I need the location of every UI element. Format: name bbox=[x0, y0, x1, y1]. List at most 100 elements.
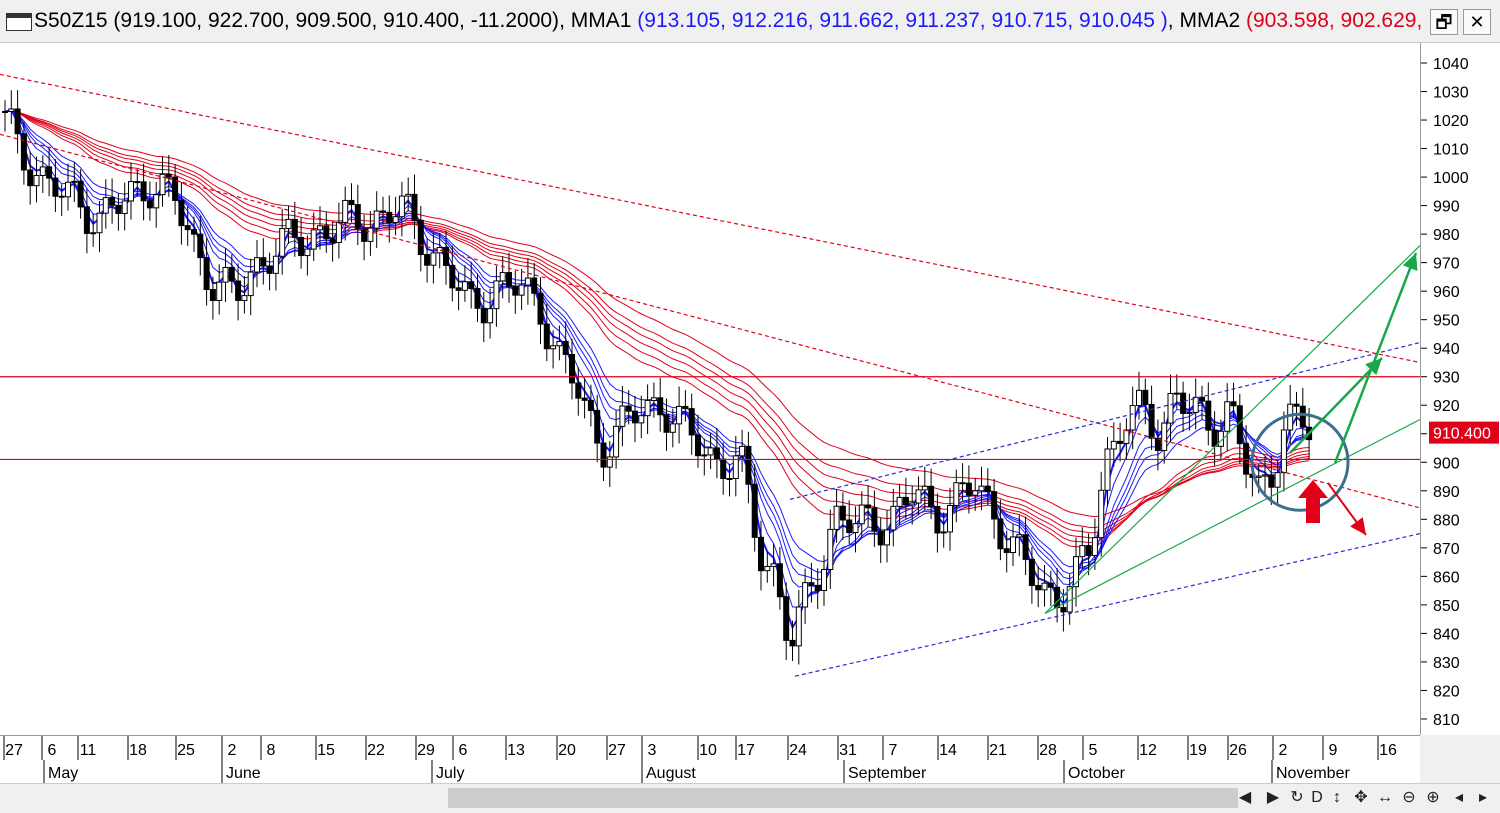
long-mma-line-2 bbox=[4, 110, 1310, 544]
scroll-thumb[interactable] bbox=[448, 788, 1238, 808]
candle-body bbox=[1161, 422, 1168, 451]
candle-body bbox=[121, 200, 128, 215]
price-axis-svg: 1040 1030 1020 1010 1000 990 980 970 960 950 940 93… bbox=[1421, 56, 1499, 729]
candle-body bbox=[235, 280, 242, 301]
candle-body bbox=[613, 425, 620, 458]
candle bbox=[701, 438, 708, 476]
candle-body bbox=[361, 228, 368, 242]
candle-body bbox=[739, 445, 746, 457]
candle-body bbox=[619, 405, 626, 427]
candle bbox=[877, 517, 884, 563]
red-bounce-arrow bbox=[1298, 480, 1328, 523]
price-axis[interactable]: 1040 1030 1020 1010 1000 990 980 970 960 950 940 93… bbox=[1420, 43, 1500, 735]
candle bbox=[96, 201, 103, 253]
candle-body bbox=[1173, 392, 1180, 395]
candle bbox=[392, 196, 399, 236]
candle-body bbox=[165, 173, 172, 178]
red-dashed-trend-upper bbox=[0, 73, 1421, 364]
candle-body bbox=[304, 248, 311, 257]
restore-window-button[interactable]: 🗗 bbox=[1430, 9, 1458, 35]
date-tick-label: 7 bbox=[889, 742, 898, 759]
candle-body bbox=[594, 409, 601, 444]
candle bbox=[1129, 386, 1136, 450]
candle bbox=[323, 211, 330, 253]
candle bbox=[361, 214, 368, 261]
candle-body bbox=[1136, 389, 1142, 407]
scroll-tool-button-3[interactable]: ↻ bbox=[1290, 789, 1304, 806]
candle-body bbox=[512, 285, 519, 296]
scroll-tool-button-1[interactable]: ◀ bbox=[1238, 789, 1252, 806]
candle-body bbox=[1293, 403, 1300, 407]
candle bbox=[827, 509, 834, 589]
date-tick-label: 17 bbox=[737, 742, 755, 759]
candle bbox=[682, 390, 689, 422]
candle-body bbox=[83, 206, 90, 234]
date-axis[interactable]: 27 6 11 18 25 2 8 15 22 29 6 13 20 27 3 10 17 24 31 7 14 21 28… bbox=[0, 735, 1420, 784]
date-tick-label: 26 bbox=[1229, 742, 1247, 759]
candle bbox=[109, 178, 116, 224]
candle bbox=[972, 477, 979, 511]
candle-body bbox=[839, 505, 846, 521]
candle-body bbox=[663, 414, 670, 433]
scroll-tool-button-10[interactable]: ◂ bbox=[1454, 789, 1464, 806]
candle bbox=[1047, 570, 1054, 606]
price-tick-label: 860 bbox=[1433, 569, 1460, 586]
date-tick-label: 11 bbox=[80, 742, 97, 759]
scroll-tool-button-9[interactable]: ⊕ bbox=[1426, 789, 1440, 806]
candle-body bbox=[713, 447, 720, 460]
candle-body bbox=[487, 308, 494, 324]
candle-body bbox=[241, 295, 248, 301]
candle bbox=[266, 252, 273, 291]
candle bbox=[720, 442, 727, 495]
scroll-tool-button-8[interactable]: ⊖ bbox=[1402, 789, 1416, 806]
candle bbox=[128, 162, 134, 220]
candle bbox=[1098, 471, 1105, 557]
candle bbox=[172, 164, 179, 215]
candle bbox=[165, 154, 172, 197]
candle bbox=[884, 510, 890, 563]
candle-body bbox=[1123, 429, 1130, 444]
candle bbox=[846, 500, 853, 545]
price-chart[interactable] bbox=[0, 43, 1421, 735]
candle bbox=[550, 330, 557, 369]
candle-body bbox=[1060, 607, 1067, 613]
chart-title: S50Z15 (919.100, 922.700, 909.500, 910.4… bbox=[34, 9, 1426, 33]
candle-body bbox=[228, 266, 235, 282]
scroll-tool-button-2[interactable]: ▶ bbox=[1266, 789, 1280, 806]
date-tick-label: 25 bbox=[177, 742, 195, 759]
candle-body bbox=[1205, 400, 1212, 431]
candle-body bbox=[348, 199, 355, 206]
candle-body bbox=[8, 108, 15, 112]
candle bbox=[279, 208, 286, 275]
candle-body bbox=[222, 266, 229, 283]
candle-body bbox=[789, 639, 796, 647]
candle bbox=[776, 546, 783, 610]
candle bbox=[354, 184, 361, 246]
candle-body bbox=[638, 415, 645, 424]
scroll-tool-button-7[interactable]: ↔ bbox=[1377, 789, 1393, 806]
chart-plot-area[interactable] bbox=[0, 43, 1421, 735]
candle bbox=[902, 477, 909, 520]
scroll-tool-button-6[interactable]: ✥ bbox=[1354, 789, 1368, 806]
candle bbox=[1028, 546, 1035, 604]
candle bbox=[783, 582, 790, 660]
candle-body bbox=[997, 518, 1004, 550]
candle-body bbox=[329, 238, 336, 243]
candle-body bbox=[455, 287, 462, 291]
mma1-label: MMA1 bbox=[570, 9, 632, 32]
last-price-marker bbox=[1429, 421, 1499, 444]
candle bbox=[619, 386, 626, 447]
chart-scrollbar[interactable]: ◀ ▶ ↻ D ↕ ✥ ↔ ⊖ ⊕ ◂ ▸ bbox=[0, 783, 1500, 813]
scroll-tool-button-11[interactable]: ▸ bbox=[1478, 789, 1488, 806]
scroll-tool-button-5[interactable]: ↕ bbox=[1333, 789, 1341, 806]
candle bbox=[915, 476, 922, 516]
candle-body bbox=[984, 485, 991, 493]
candle bbox=[449, 245, 456, 302]
scroll-tool-button-4[interactable]: D bbox=[1311, 789, 1323, 806]
candle-body bbox=[657, 397, 664, 416]
candle-body bbox=[323, 225, 330, 240]
close-window-button[interactable]: ✕ bbox=[1463, 9, 1491, 35]
candle bbox=[373, 191, 380, 248]
date-tick-label: 6 bbox=[48, 742, 57, 759]
date-tick-label: 31 bbox=[839, 742, 857, 759]
